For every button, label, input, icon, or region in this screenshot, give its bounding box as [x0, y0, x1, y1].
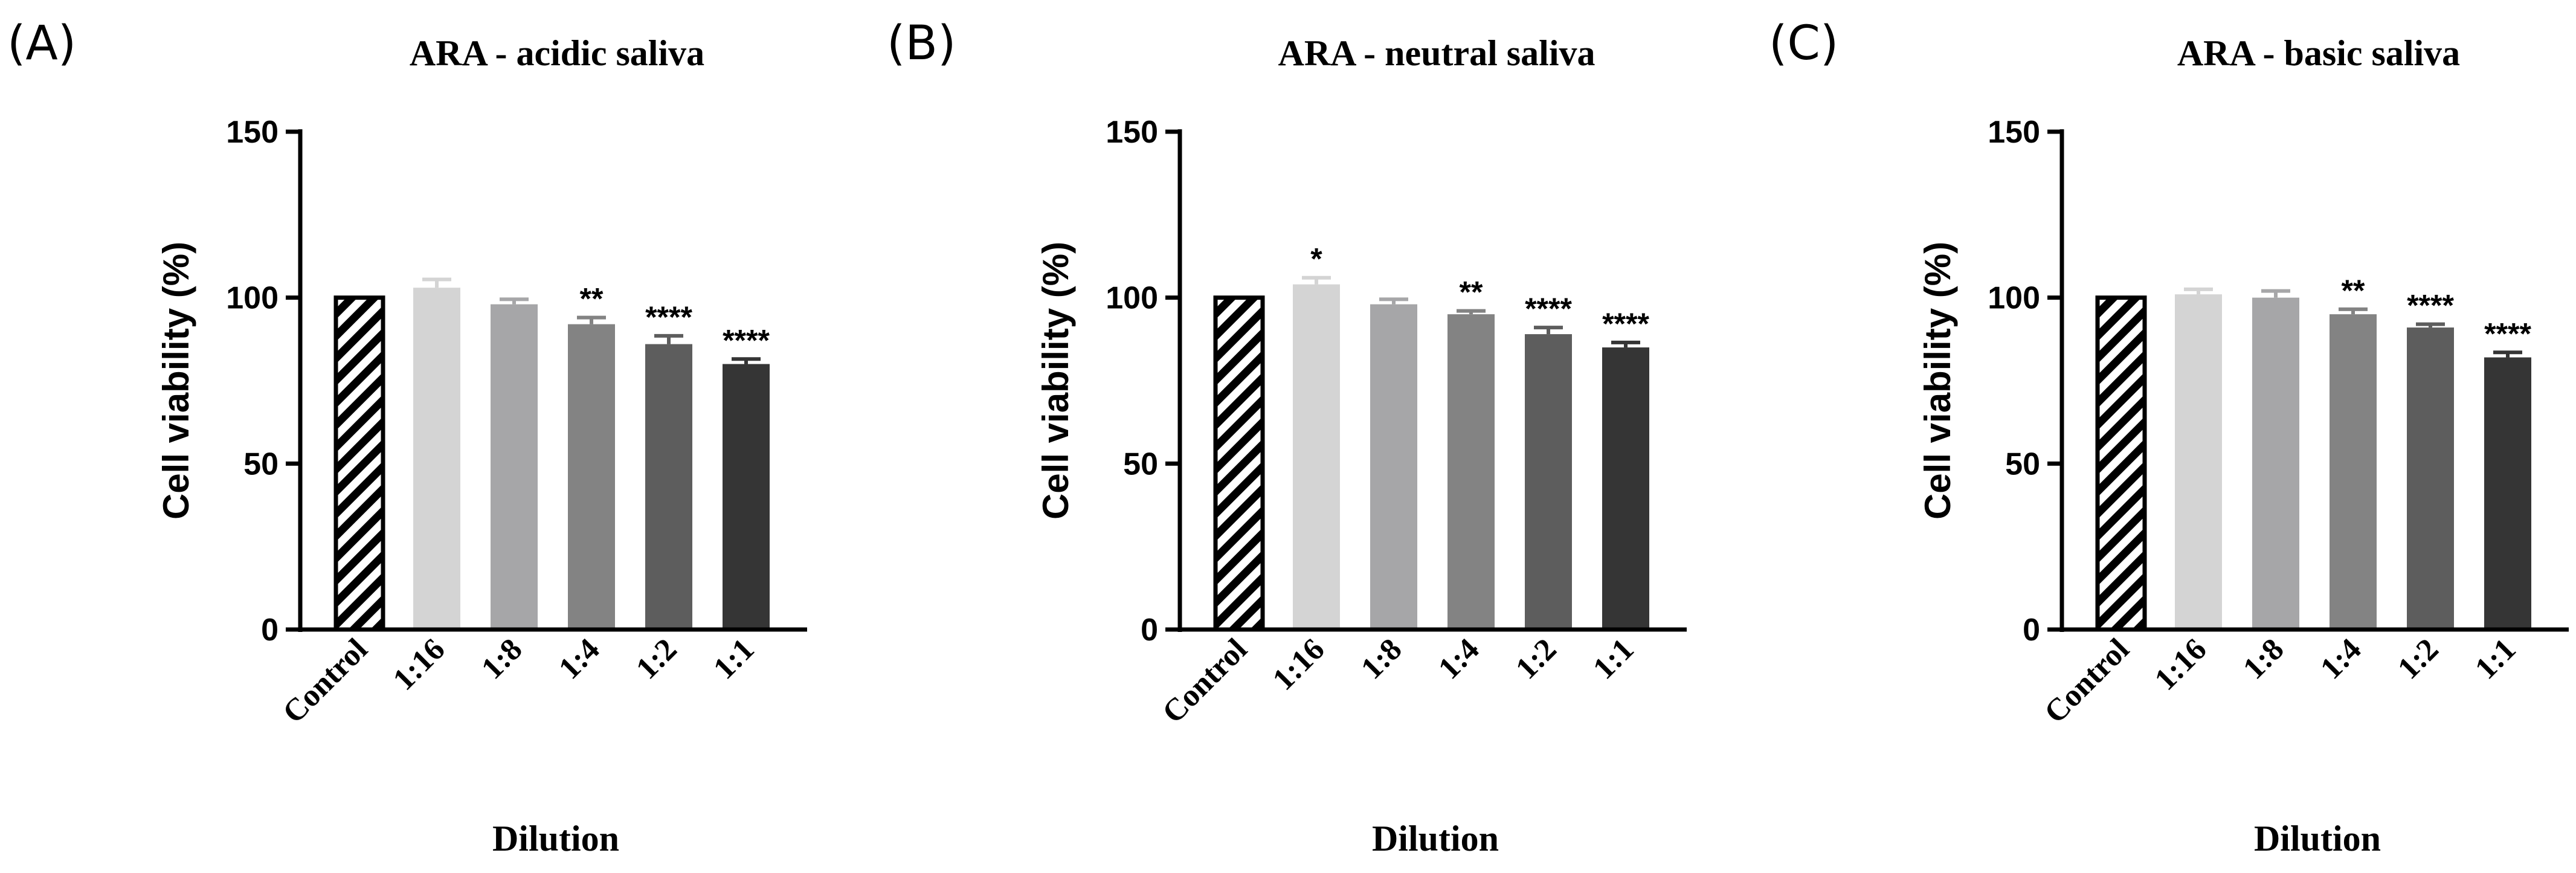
bar	[1602, 347, 1649, 630]
x-tick-label: 1:8	[1354, 632, 1408, 686]
x-axis-label: Dilution	[1372, 819, 1499, 859]
bar	[333, 295, 385, 632]
bar	[1447, 314, 1495, 630]
x-tick-label: 1:8	[475, 632, 529, 686]
x-tick-label: 1:8	[2236, 632, 2290, 686]
bar	[1525, 334, 1572, 630]
x-tick-label: 1:2	[630, 632, 683, 686]
x-tick-label: 1:1	[1586, 632, 1640, 686]
panel-letter: (B)	[887, 16, 956, 71]
bar	[568, 324, 615, 630]
bar	[2095, 295, 2147, 632]
x-tick-label: 1:1	[2468, 632, 2522, 686]
x-tick-label: 1:4	[1432, 632, 1486, 686]
x-tick-label: 1:1	[707, 632, 761, 686]
significance-label: *	[1310, 242, 1322, 276]
bar	[2484, 357, 2531, 630]
x-tick-label: Control	[276, 632, 374, 730]
bar	[1213, 295, 1265, 632]
y-tick-label: 0	[261, 613, 279, 648]
bar	[2407, 327, 2454, 630]
x-tick-label: 1:4	[552, 632, 606, 686]
bar	[491, 304, 538, 630]
x-tick-label: 1:4	[2314, 632, 2368, 686]
significance-label: ****	[1602, 307, 1649, 341]
significance-label: ****	[2484, 317, 2531, 350]
y-axis-label: Cell viability (%)	[1918, 242, 1958, 520]
bar	[1370, 304, 1417, 630]
x-tick-label: 1:2	[2391, 632, 2445, 686]
y-tick-label: 0	[1141, 613, 1158, 648]
significance-label: **	[580, 282, 604, 316]
y-tick-label: 100	[1106, 281, 1158, 316]
x-tick-label: 1:16	[1266, 632, 1331, 697]
y-tick-label: 100	[1988, 281, 2040, 316]
x-axis-label: Dilution	[492, 819, 619, 859]
significance-label: ****	[1525, 292, 1572, 326]
x-tick-label: 1:16	[387, 632, 452, 697]
significance-label: **	[2342, 274, 2365, 308]
y-tick-label: 150	[1106, 115, 1158, 150]
y-tick-label: 50	[2005, 446, 2040, 482]
x-tick-label: 1:2	[1509, 632, 1563, 686]
y-tick-label: 100	[226, 281, 279, 316]
bar	[2175, 294, 2222, 630]
y-tick-label: 50	[1123, 446, 1158, 482]
y-tick-label: 50	[243, 446, 279, 482]
y-axis-label: Cell viability (%)	[156, 242, 196, 520]
bar	[723, 364, 770, 630]
bar	[2252, 297, 2299, 630]
bar	[645, 344, 692, 630]
bar	[2330, 314, 2377, 630]
panel-letter: (A)	[7, 16, 76, 71]
y-axis-label: Cell viability (%)	[1035, 242, 1076, 520]
significance-label: **	[1460, 275, 1483, 309]
chart-title: ARA - neutral saliva	[1278, 33, 1596, 73]
chart-panel: (A) ARA - acidic saliva**********05010015…	[7, 16, 807, 859]
panel-letter: (C)	[1769, 16, 1838, 71]
bar	[1293, 284, 1340, 630]
x-tick-label: 1:16	[2148, 632, 2214, 697]
chart-title: ARA - basic saliva	[2177, 33, 2460, 73]
y-tick-label: 150	[226, 115, 279, 150]
significance-label: ****	[2407, 289, 2454, 323]
x-tick-label: Control	[2038, 632, 2136, 730]
y-tick-label: 150	[1988, 115, 2040, 150]
x-tick-label: Control	[1156, 632, 1254, 730]
bar	[413, 288, 460, 630]
significance-label: ****	[645, 300, 692, 334]
chart-panel: (B) ARA - neutral saliva*** **** ****050100…	[887, 16, 1687, 859]
significance-label: ****	[723, 323, 770, 357]
chart-panel: (C) ARA - basic saliva** ********050100150…	[1769, 16, 2569, 859]
x-axis-label: Dilution	[2254, 819, 2381, 859]
y-tick-label: 0	[2023, 613, 2040, 648]
chart-title: ARA - acidic saliva	[410, 33, 704, 73]
